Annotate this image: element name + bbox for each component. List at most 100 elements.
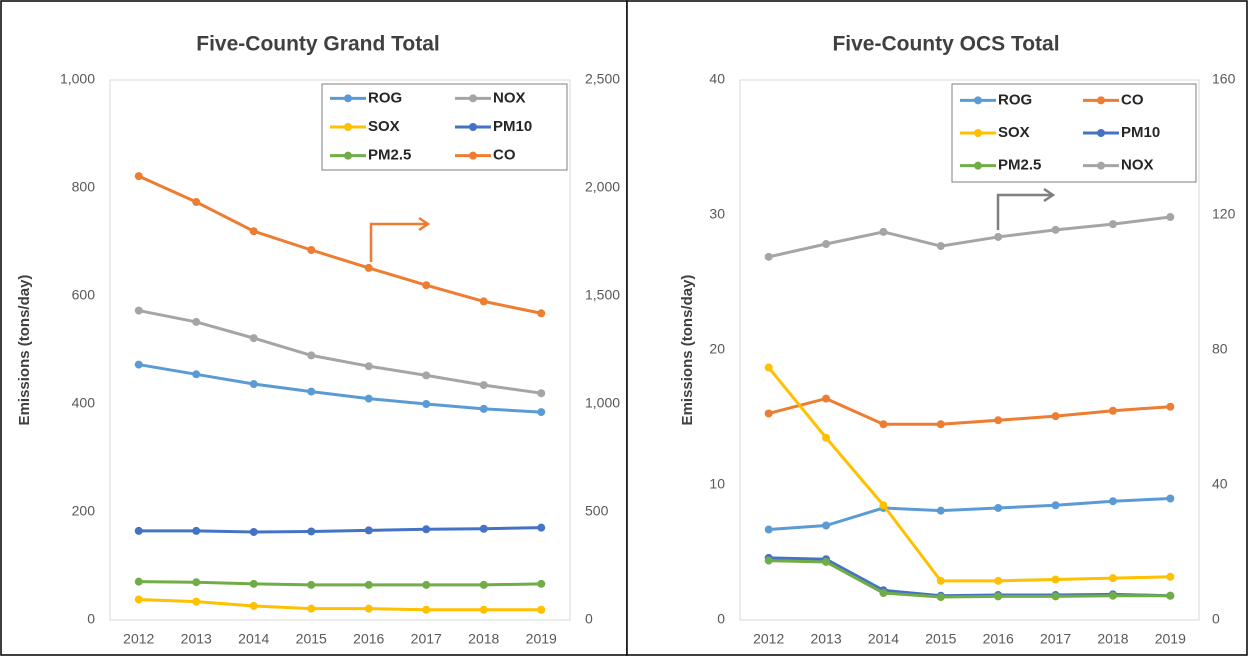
y-tick-label: 10: [709, 476, 725, 492]
data-point: [994, 576, 1003, 585]
x-tick-label: 2018: [468, 631, 499, 647]
data-point: [879, 501, 888, 510]
data-point: [479, 580, 488, 589]
y-tick-label: 600: [72, 287, 96, 303]
x-tick-label: 2013: [810, 631, 841, 647]
data-point: [134, 595, 143, 604]
x-tick-label: 2019: [1155, 631, 1186, 647]
data-point: [936, 506, 945, 515]
data-point: [364, 604, 373, 613]
data-point: [364, 526, 373, 535]
data-point: [422, 400, 431, 408]
y-axis-title: Emissions (tons/day): [679, 275, 696, 426]
data-point: [764, 363, 773, 372]
legend-label: ROG: [998, 91, 1032, 108]
data-point: [537, 389, 546, 398]
chart-title: Five-County Grand Total: [196, 33, 439, 56]
data-point: [994, 416, 1003, 425]
data-point: [1108, 591, 1117, 600]
x-tick-label: 2016: [983, 631, 1014, 647]
series-line: [138, 597, 542, 612]
data-point: [764, 556, 773, 565]
legend-marker: [344, 123, 352, 131]
x-tick-label: 2012: [123, 631, 154, 647]
data-point: [879, 420, 888, 429]
data-point: [822, 433, 831, 442]
legend-marker: [1097, 129, 1105, 137]
x-tick-label: 2014: [238, 631, 269, 647]
data-point: [422, 281, 431, 290]
legend-label: NOX: [1121, 157, 1154, 174]
y-tick-label: 800: [72, 179, 96, 195]
legend-marker: [974, 161, 982, 170]
data-point: [249, 334, 258, 343]
data-point: [764, 409, 773, 418]
x-tick-label: 2015: [296, 631, 327, 647]
data-point: [822, 394, 831, 403]
data-point: [537, 408, 546, 417]
plot-area: [109, 79, 571, 621]
data-point: [479, 297, 488, 306]
data-point: [192, 526, 201, 535]
y2-tick-label: 500: [585, 503, 609, 519]
data-point: [422, 580, 431, 589]
data-point: [479, 381, 488, 390]
y2-tick-label: 1,500: [585, 287, 620, 303]
data-point: [1166, 494, 1175, 503]
data-point: [249, 601, 258, 610]
y-tick-label: 20: [709, 341, 725, 357]
y2-tick-label: 0: [1212, 611, 1220, 627]
data-point: [936, 420, 945, 429]
y2-tick-label: 80: [1212, 341, 1228, 357]
data-point: [192, 578, 201, 587]
data-point: [936, 593, 945, 602]
x-tick-label: 2014: [868, 631, 899, 647]
y-axis-title: Emissions (tons/day): [16, 275, 33, 426]
data-point: [249, 227, 258, 236]
data-point: [994, 592, 1003, 601]
data-point: [364, 362, 373, 371]
data-point: [192, 370, 201, 379]
data-point: [1166, 572, 1175, 581]
data-point: [134, 577, 143, 586]
data-point: [479, 605, 488, 614]
x-tick-label: 2017: [1040, 631, 1071, 647]
data-point: [994, 232, 1003, 241]
data-point: [1051, 225, 1060, 234]
series-line: [138, 363, 542, 414]
legend-label: SOX: [368, 118, 400, 135]
data-point: [1051, 412, 1060, 421]
y2-tick-label: 0: [585, 611, 593, 627]
series-line: [138, 174, 542, 315]
legend-label: PM10: [1121, 124, 1160, 141]
data-point: [307, 580, 316, 589]
data-point: [307, 351, 316, 360]
data-point: [936, 576, 945, 585]
series-line: [768, 215, 1171, 259]
data-point: [879, 589, 888, 597]
data-point: [764, 525, 773, 534]
series-line: [138, 526, 542, 534]
data-point: [879, 227, 888, 236]
y-tick-label: 0: [87, 611, 95, 627]
x-tick-label: 2015: [925, 631, 956, 647]
y2-tick-label: 1,000: [585, 395, 620, 411]
legend-marker: [1097, 161, 1105, 170]
legend-label: ROG: [368, 89, 402, 106]
legend-label: CO: [493, 147, 516, 164]
legend-label: PM2.5: [368, 147, 411, 164]
data-point: [422, 525, 431, 534]
data-point: [192, 597, 201, 606]
y-tick-label: 40: [709, 71, 725, 87]
legend-label: NOX: [493, 89, 526, 106]
data-point: [134, 526, 143, 535]
data-point: [537, 579, 546, 588]
series-line: [768, 497, 1171, 532]
x-tick-label: 2012: [753, 631, 784, 647]
data-point: [1108, 497, 1117, 506]
data-point: [307, 245, 316, 254]
data-point: [134, 360, 143, 369]
y2-tick-label: 2,500: [585, 71, 620, 87]
y-tick-label: 1,000: [60, 71, 95, 87]
series-line: [768, 397, 1171, 426]
